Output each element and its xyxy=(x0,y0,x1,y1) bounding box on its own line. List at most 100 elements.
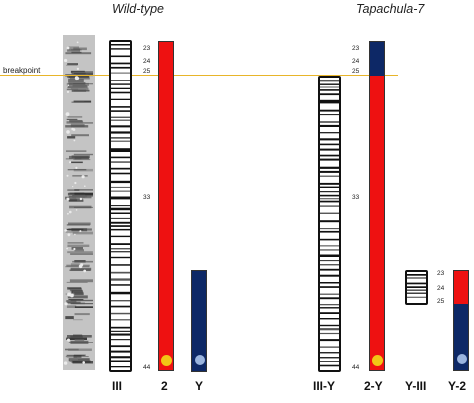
photo-band xyxy=(73,355,82,358)
chromosome-band xyxy=(320,198,339,200)
photo-band xyxy=(70,303,93,305)
chromosome-band xyxy=(111,345,130,348)
photo-band xyxy=(74,206,93,208)
chromosome-band xyxy=(111,248,130,250)
photo-speck xyxy=(65,112,70,116)
photo-band xyxy=(69,77,90,80)
chromosome-band xyxy=(320,205,339,207)
photo-band xyxy=(66,88,79,91)
photo-speck xyxy=(63,361,68,365)
chromosome-band xyxy=(320,264,339,266)
photo-band xyxy=(67,86,85,88)
chromosome-band xyxy=(111,137,130,139)
photo-band xyxy=(72,260,93,263)
chromosome-band xyxy=(111,110,130,112)
photo-band xyxy=(70,161,83,164)
label-y-iii: Y-III xyxy=(405,379,427,393)
band-33-label: 33 xyxy=(143,194,151,201)
chromosome-band xyxy=(320,254,339,257)
photo-band xyxy=(73,319,83,321)
photo-band xyxy=(70,253,93,255)
photo-band xyxy=(70,87,89,90)
photo-speck xyxy=(74,181,77,185)
chromosome-band xyxy=(320,121,339,123)
label-iii: III xyxy=(112,379,123,393)
photo-band xyxy=(71,89,87,92)
photo-band xyxy=(66,301,81,304)
chromosome-band xyxy=(111,305,130,308)
photo-speck xyxy=(72,128,76,131)
photo-band xyxy=(70,299,93,302)
band-33-label-tap: 33 xyxy=(352,194,360,201)
chromosome-band xyxy=(320,364,339,367)
chromosome-band xyxy=(111,98,130,100)
photo-speck xyxy=(81,175,85,179)
photo-band xyxy=(69,120,83,123)
photo-speck xyxy=(64,229,67,232)
photo-band xyxy=(72,175,88,177)
chromosome-band xyxy=(320,230,339,233)
band-24-label: 24 xyxy=(143,58,151,65)
photo-band xyxy=(68,342,93,343)
chromosome-band xyxy=(320,318,339,320)
photo-band xyxy=(65,158,82,160)
photo-band xyxy=(74,306,93,308)
chromosome-y-2-blue-segment xyxy=(453,304,469,371)
header-tapachula-7: Tapachula-7 xyxy=(356,2,425,16)
photo-band xyxy=(68,199,84,202)
chromosome-band xyxy=(320,268,339,271)
chromosome-band xyxy=(320,86,339,88)
photo-band xyxy=(67,116,83,118)
chromosome-band xyxy=(320,245,339,247)
photo-band xyxy=(72,231,93,235)
chromosome-band xyxy=(320,83,339,85)
photo-speck xyxy=(74,233,76,236)
photo-band xyxy=(65,231,79,233)
chromosome-band xyxy=(111,205,130,207)
chromosome-band xyxy=(320,324,339,327)
photo-band xyxy=(66,64,78,66)
chromosome-band xyxy=(320,124,339,127)
photo-band xyxy=(66,264,90,267)
chromosome-band xyxy=(320,138,339,141)
chromosome-band xyxy=(111,333,130,336)
chromosome-band xyxy=(111,196,130,200)
chromosome-band xyxy=(407,296,426,298)
chromosome-band xyxy=(111,167,130,170)
chromosome-band xyxy=(320,286,339,288)
photo-band xyxy=(74,156,90,160)
chromosome-band xyxy=(320,175,339,177)
band-25-label-y: 25 xyxy=(437,298,445,305)
photo-band xyxy=(65,316,74,320)
photo-band xyxy=(67,136,76,139)
chromosome-y-2-red-segment xyxy=(453,270,469,304)
photo-band xyxy=(66,82,89,86)
photo-speck xyxy=(75,166,78,169)
photo-speck xyxy=(67,338,70,342)
photo-band xyxy=(65,125,89,128)
band-24-label-tap: 24 xyxy=(352,58,360,65)
chromosome-iii-y-bands xyxy=(320,80,339,367)
chromosome-band xyxy=(111,161,130,163)
polytene-chromosome-photo xyxy=(63,35,95,370)
photo-band xyxy=(71,101,85,103)
chromosome-band xyxy=(320,80,339,82)
chromosome-band xyxy=(320,182,339,185)
photo-speck xyxy=(79,230,82,233)
band-44-label-tap: 44 xyxy=(352,364,360,371)
chromosome-band xyxy=(111,119,130,121)
photo-speck xyxy=(75,209,78,211)
centromere-yellow-dot-2y xyxy=(372,355,383,366)
chromosome-band xyxy=(407,282,426,285)
photo-speck xyxy=(66,247,68,250)
photo-band xyxy=(66,337,87,340)
header-wild-type: Wild-type xyxy=(112,2,164,16)
chromosome-y-iii-bands xyxy=(407,274,426,298)
chromosome-band xyxy=(320,194,339,197)
chromosome-band xyxy=(111,291,130,295)
photo-speck xyxy=(73,139,76,142)
chromosome-band xyxy=(111,83,130,85)
chromosome-band xyxy=(320,260,339,262)
chromosome-band xyxy=(111,180,130,184)
label-iii-y: III-Y xyxy=(313,379,336,393)
